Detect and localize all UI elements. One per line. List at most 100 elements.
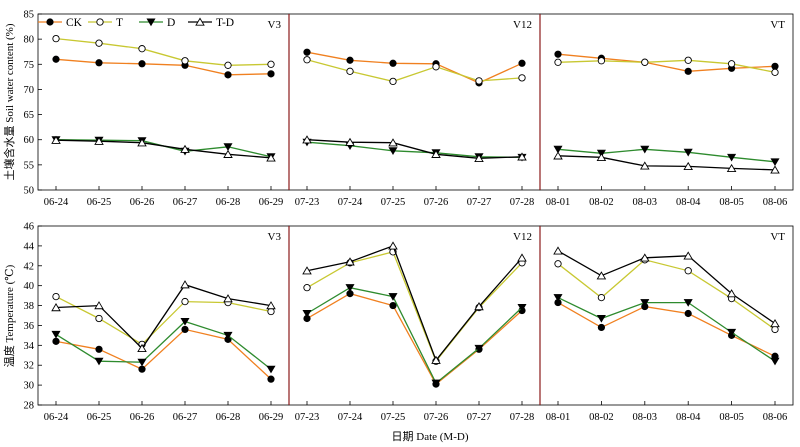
data-point — [431, 379, 441, 388]
data-point — [223, 149, 233, 158]
data-point — [684, 67, 692, 75]
data-point — [303, 284, 311, 292]
y-tick-label: 32 — [24, 361, 35, 372]
data-point — [51, 330, 61, 339]
data-point — [302, 266, 312, 275]
data-point — [94, 136, 104, 145]
series-line — [55, 139, 272, 158]
series-t-d — [553, 151, 780, 174]
series-line — [306, 51, 523, 84]
x-tick-label: 07-27 — [467, 197, 492, 208]
y-tick-label: 44 — [24, 241, 35, 252]
y-tick-label: 55 — [24, 160, 35, 171]
data-point — [596, 314, 606, 323]
data-point — [518, 59, 526, 67]
data-point — [302, 310, 312, 318]
series-line — [557, 250, 776, 325]
series-t-d — [302, 135, 527, 162]
series-line — [557, 155, 776, 171]
data-point — [683, 148, 693, 157]
data-point — [346, 56, 354, 64]
data-point — [726, 289, 737, 298]
y-tick-label: 38 — [24, 301, 35, 312]
data-point — [771, 62, 779, 70]
data-point — [52, 292, 60, 301]
panel-v12: V12 07-23 07-24 07-25 07-26 07-27 07-28 — [288, 13, 541, 208]
series-d — [553, 145, 780, 167]
x-tick-label: 07-28 — [510, 412, 535, 423]
data-point — [94, 357, 104, 366]
y-tick-label: 34 — [24, 341, 35, 352]
series-ck — [554, 50, 779, 75]
x-tick-label: 08-02 — [589, 197, 614, 208]
x-tick-label: 06-27 — [173, 412, 198, 423]
series-line — [55, 320, 272, 370]
series-t — [52, 34, 275, 69]
data-point — [223, 294, 233, 303]
series-d — [302, 284, 527, 388]
data-point — [181, 325, 189, 334]
data-point — [727, 328, 737, 337]
series-line — [557, 259, 776, 330]
data-point — [517, 253, 527, 262]
y-tick-label: 70 — [24, 85, 35, 96]
data-point — [431, 149, 441, 158]
x-tick-label: 08-06 — [763, 197, 788, 208]
y-tick-label: 85 — [24, 10, 35, 21]
data-point — [474, 344, 484, 353]
series-ck — [52, 325, 275, 383]
panel-label: V12 — [513, 231, 532, 243]
data-point — [596, 271, 607, 280]
series-line — [306, 251, 523, 363]
data-point — [554, 260, 562, 268]
data-point — [683, 161, 693, 171]
series-line — [557, 297, 776, 362]
panel-vt: VT 08-01 08-02 08-03 08-04 08-05 08-06 — [539, 225, 794, 423]
x-tick-label: 08-05 — [719, 412, 744, 423]
data-point — [52, 337, 60, 345]
series-line — [55, 37, 272, 66]
data-point — [303, 48, 311, 56]
legend-marker — [195, 17, 205, 26]
data-point — [389, 59, 397, 67]
data-point — [683, 299, 693, 307]
data-point — [474, 153, 484, 162]
legend-marker — [46, 18, 54, 26]
data-point — [345, 257, 355, 266]
data-point — [770, 158, 780, 167]
x-tick-label: 07-25 — [381, 197, 406, 208]
data-point — [389, 301, 397, 310]
data-point — [597, 323, 606, 332]
y-tick-label: 46 — [24, 222, 35, 233]
data-point — [345, 284, 355, 292]
legend-item-t-d: T-D — [188, 17, 234, 29]
x-tick-label: 07-24 — [338, 197, 363, 208]
series-line — [306, 245, 523, 362]
panel-v3: V3 06-24 06-25 06-26 06-27 06-28 06-29 — [37, 13, 290, 208]
series-line — [306, 287, 523, 385]
panel-label: VT — [770, 231, 785, 243]
data-point — [475, 77, 483, 85]
data-point — [727, 153, 737, 162]
data-point — [553, 246, 563, 255]
y-tick-label: 36 — [24, 321, 35, 332]
data-point — [684, 56, 692, 64]
data-point — [388, 293, 398, 301]
data-point — [388, 241, 398, 250]
data-point — [266, 365, 276, 374]
data-point — [52, 55, 60, 63]
y-tick-label: 75 — [24, 60, 35, 71]
data-point — [180, 144, 190, 153]
series-line — [55, 328, 272, 380]
x-tick-label: 08-05 — [719, 197, 744, 208]
series-t — [52, 292, 275, 348]
panel-label: V3 — [268, 231, 282, 243]
x-tick-label: 06-28 — [216, 412, 241, 423]
y-tick-label: 50 — [24, 186, 35, 197]
y-tick-label: 40 — [24, 281, 35, 292]
panel-v12: V12 07-23 07-24 07-25 07-26 07-27 07-28 — [288, 225, 541, 423]
data-point — [95, 59, 103, 67]
x-tick-label: 07-23 — [295, 197, 320, 208]
x-axis-title: 日期 Date (M-D) — [392, 430, 469, 443]
data-point — [94, 301, 104, 310]
